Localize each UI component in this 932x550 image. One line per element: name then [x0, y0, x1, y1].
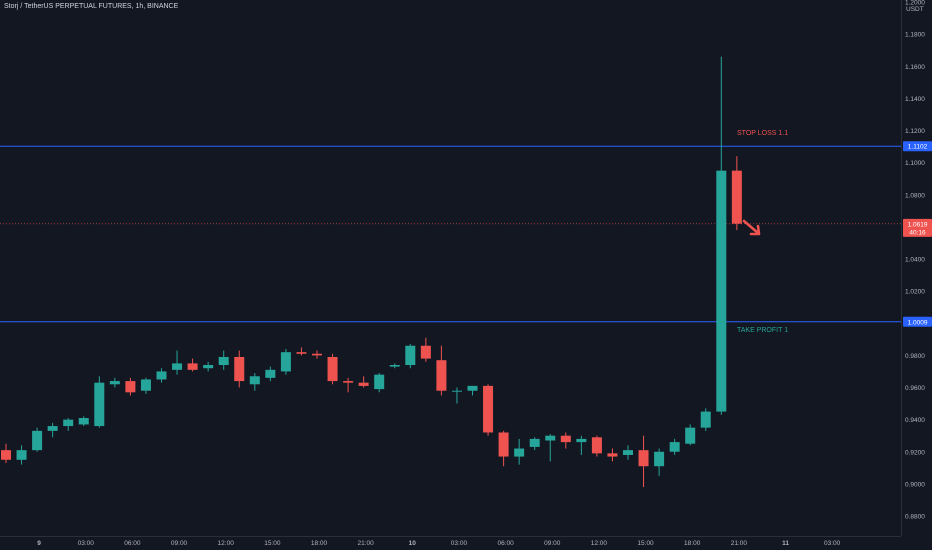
y-tick-label: 1.1200	[905, 128, 925, 135]
candle-body[interactable]	[16, 450, 27, 460]
x-tick-label: 10	[409, 540, 417, 547]
current-price-tag	[903, 218, 932, 237]
current-price-label: 1.0619	[908, 221, 928, 228]
y-tick-label: 1.2000	[905, 0, 925, 7]
candle-body[interactable]	[234, 356, 245, 382]
candle-body[interactable]	[560, 435, 571, 443]
x-tick-label: 03:00	[78, 540, 95, 547]
candle-body[interactable]	[451, 390, 462, 392]
y-tick-label: 0.9200	[905, 449, 925, 456]
y-tick-label: 1.1400	[905, 96, 925, 103]
candle-body[interactable]	[249, 376, 260, 385]
candle-body[interactable]	[498, 432, 509, 457]
y-tick-label: 1.1000	[905, 160, 925, 167]
x-tick-label: 12:00	[591, 540, 608, 547]
candle-body[interactable]	[187, 363, 198, 370]
chart-title: Storj / TetherUS PERPETUAL FUTURES, 1h, …	[4, 3, 179, 10]
candle-body[interactable]	[483, 385, 494, 433]
y-tick-label: 1.1800	[905, 32, 925, 39]
y-axis-unit: USDT	[906, 6, 924, 13]
candle-body[interactable]	[623, 450, 633, 455]
x-tick-label: 18:00	[311, 540, 328, 547]
x-tick-label: 18:00	[684, 540, 701, 547]
y-tick-label: 1.0800	[905, 192, 925, 199]
candle-body[interactable]	[78, 418, 89, 425]
candle-body[interactable]	[156, 371, 167, 380]
candle-body[interactable]	[654, 451, 665, 467]
candle-body[interactable]	[529, 438, 540, 447]
candle-body[interactable]	[32, 430, 43, 451]
candle-body[interactable]	[591, 437, 602, 454]
candle-body[interactable]	[545, 435, 556, 441]
candle-body[interactable]	[109, 381, 120, 385]
candle-body[interactable]	[731, 170, 742, 224]
candle-body[interactable]	[669, 442, 680, 452]
candle-body[interactable]	[467, 385, 478, 391]
candle-body[interactable]	[700, 411, 711, 428]
candle-body[interactable]	[389, 365, 400, 367]
candle-body[interactable]	[265, 369, 276, 378]
x-tick-label: 15:00	[264, 540, 281, 547]
candle-body[interactable]	[1, 450, 11, 460]
candle-body[interactable]	[140, 379, 151, 391]
horizontal-line-price-tag	[903, 316, 932, 327]
candle-body[interactable]	[63, 419, 74, 427]
candle-body[interactable]	[405, 345, 416, 366]
x-tick-label: 06:00	[497, 540, 514, 547]
candle-body[interactable]	[280, 352, 291, 372]
horizontal-line-price-label: 1.1102	[908, 144, 928, 151]
candle-body[interactable]	[94, 382, 105, 427]
candle-body[interactable]	[576, 438, 587, 443]
x-tick-label: 03:00	[451, 540, 468, 547]
x-tick-label: 03:00	[824, 540, 841, 547]
candle-body[interactable]	[172, 363, 183, 370]
y-tick-label: 1.0400	[905, 257, 925, 264]
x-tick-label: 11	[782, 540, 789, 547]
candle-countdown: 40:16	[909, 229, 926, 236]
candle-body[interactable]	[218, 356, 229, 366]
candle-body[interactable]	[685, 427, 696, 444]
y-tick-label: 1.1600	[905, 64, 925, 71]
down-arrow-annotation	[742, 219, 761, 236]
stop-loss-annotation: STOP LOSS 1.1	[737, 130, 788, 137]
y-tick-label: 0.8800	[905, 514, 925, 521]
y-tick-label: 0.9400	[905, 417, 925, 424]
y-tick-label: 0.9800	[905, 353, 925, 360]
x-tick-label: 21:00	[358, 540, 375, 547]
candle-body[interactable]	[436, 360, 447, 391]
candle-body[interactable]	[638, 450, 649, 467]
candle-body[interactable]	[343, 381, 354, 383]
candle-body[interactable]	[125, 381, 136, 393]
candle-body[interactable]	[607, 453, 618, 457]
x-tick-label: 12:00	[218, 540, 235, 547]
candle-body[interactable]	[716, 170, 727, 412]
candle-body[interactable]	[327, 356, 338, 382]
candle-body[interactable]	[358, 382, 369, 386]
y-tick-label: 0.9000	[905, 481, 925, 488]
candle-body[interactable]	[514, 448, 525, 457]
x-tick-label: 09:00	[171, 540, 188, 547]
candle-body[interactable]	[47, 426, 58, 431]
x-tick-label: 21:00	[731, 540, 748, 547]
candle-body[interactable]	[374, 374, 385, 390]
take-profit-annotation: TAKE PROFIT 1	[737, 327, 788, 334]
candle-body[interactable]	[312, 353, 322, 356]
candle-body[interactable]	[203, 365, 214, 369]
x-tick-label: 09:00	[544, 540, 561, 547]
candle-body[interactable]	[420, 345, 431, 359]
x-tick-label: 15:00	[637, 540, 654, 547]
horizontal-line-price-label: 1.0009	[908, 319, 928, 326]
candle-body[interactable]	[296, 352, 307, 354]
horizontal-line-price-tag	[903, 141, 932, 152]
y-tick-label: 0.9600	[905, 385, 925, 392]
y-tick-label: 1.0200	[905, 289, 925, 296]
x-tick-label: 9	[37, 540, 41, 547]
x-tick-label: 06:00	[124, 540, 141, 547]
